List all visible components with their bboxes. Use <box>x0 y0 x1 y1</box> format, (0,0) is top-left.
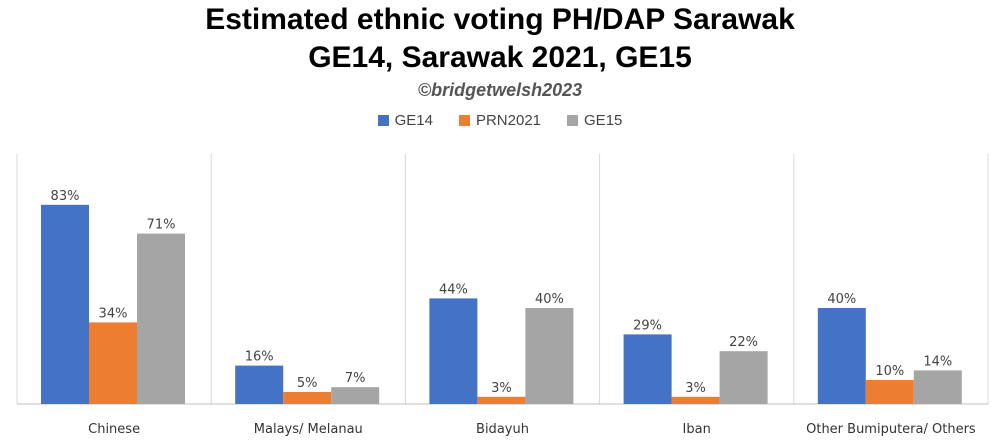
legend-label: GE14 <box>394 112 433 129</box>
legend-item-ge15: GE15 <box>567 112 622 129</box>
data-label: 5% <box>297 376 318 391</box>
legend-item-ge14: GE14 <box>377 112 433 129</box>
data-label: 29% <box>633 318 662 333</box>
bar-ge14-2 <box>429 298 478 404</box>
data-label: 14% <box>923 354 952 369</box>
data-label: 83% <box>51 189 80 204</box>
category-label: Iban <box>683 422 711 437</box>
chart-subtitle: ©bridgetwelsh2023 <box>417 80 583 100</box>
bar-ge14-0 <box>41 204 89 404</box>
legend-swatch <box>458 115 470 126</box>
legend-swatch <box>377 115 389 126</box>
chart-title-line2: GE14, Sarawak 2021, GE15 <box>308 41 692 74</box>
bar-ge14-3 <box>623 334 672 404</box>
data-label: 7% <box>345 371 366 386</box>
bar-ge15-3 <box>719 351 768 404</box>
category-label: Other Bumiputera/ Others <box>806 422 976 437</box>
bar-prn2021-2 <box>477 396 526 404</box>
bar-ge15-1 <box>331 387 380 404</box>
data-label: 40% <box>827 292 856 307</box>
data-label: 22% <box>729 335 758 350</box>
bar-prn2021-3 <box>671 396 720 404</box>
legend-swatch <box>567 115 579 126</box>
data-label: 16% <box>245 350 274 365</box>
data-label: 40% <box>535 292 564 307</box>
bar-prn2021-1 <box>283 392 332 404</box>
bar-ge14-4 <box>817 308 866 404</box>
category-label: Chinese <box>88 422 140 437</box>
chart-legend: GE14 PRN2021 GE15 <box>0 112 1000 129</box>
legend-label: GE15 <box>584 112 623 129</box>
chart-title: Estimated ethnic voting PH/DAP Sarawak <box>205 3 795 36</box>
data-label: 3% <box>685 381 706 396</box>
category-label: Bidayuh <box>476 422 529 437</box>
bar-ge15-4 <box>913 370 962 404</box>
bar-ge14-1 <box>235 365 284 404</box>
bar-ge15-0 <box>137 233 185 404</box>
bar-prn2021-4 <box>865 380 914 404</box>
data-label: 44% <box>439 282 468 297</box>
data-label: 10% <box>875 364 904 379</box>
data-label: 3% <box>491 381 512 396</box>
category-label: Malays/ Melanau <box>254 422 363 437</box>
bar-ge15-2 <box>525 308 574 404</box>
bar-chart: 83% 34% 71% Chinese 16% 5% 7% Malays/ Melanau 44… <box>16 154 989 437</box>
bar-prn2021-0 <box>89 322 137 404</box>
data-label: 71% <box>147 218 176 233</box>
legend-label: PRN2021 <box>475 112 542 129</box>
data-label: 34% <box>99 306 128 321</box>
legend-item-prn2021: PRN2021 <box>458 112 542 129</box>
